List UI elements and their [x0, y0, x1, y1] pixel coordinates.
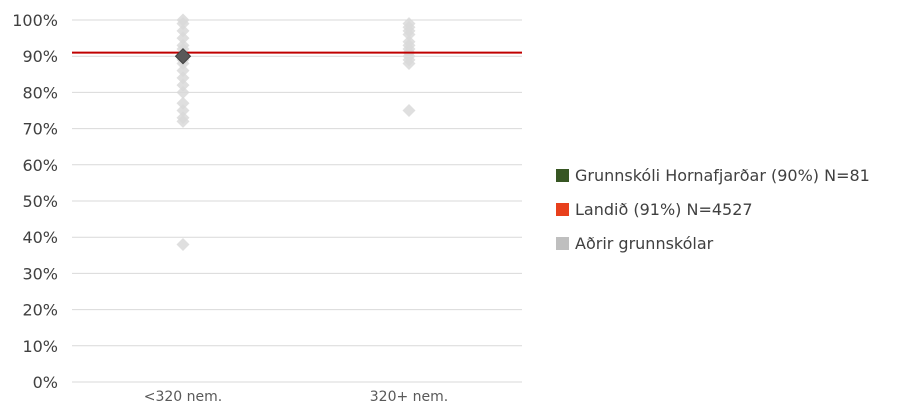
y-tick-label: 60% [22, 156, 58, 175]
y-tick-label: 70% [22, 120, 58, 139]
legend-item-school: Grunnskóli Hornafjarðar (90%) N=81 [556, 162, 870, 188]
data-point-other-school [176, 71, 190, 85]
x-category-label: 320+ nem. [370, 389, 448, 405]
data-points [176, 13, 416, 251]
y-axis-tick-labels: 0% 10% 20% 30% 40% 50% 60% 70% 80% 90% 100% [12, 11, 58, 392]
y-tick-label: 90% [22, 47, 58, 66]
y-tick-label: 20% [22, 301, 58, 320]
legend-item-other-schools: Aðrir grunnskólar [556, 230, 870, 256]
x-axis-category-labels: <320 nem. 320+ nem. [144, 389, 448, 405]
data-point-other-school [176, 17, 190, 31]
data-point-other-school [176, 64, 190, 78]
legend-label-other-schools: Aðrir grunnskólar [575, 233, 714, 253]
data-point-other-school [176, 96, 190, 110]
data-point-other-school [176, 24, 190, 38]
y-tick-label: 0% [33, 373, 58, 392]
y-tick-label: 10% [22, 337, 58, 356]
y-tick-label: 50% [22, 192, 58, 211]
y-tick-label: 100% [12, 11, 58, 30]
legend-label-school: Grunnskóli Hornafjarðar (90%) N=81 [575, 165, 870, 185]
data-point-other-school [176, 237, 190, 251]
highlight-point-group [174, 47, 192, 65]
data-point-other-school [176, 78, 190, 92]
data-point-other-school [402, 104, 416, 117]
gridlines [72, 19, 522, 383]
x-category-label: <320 nem. [144, 389, 222, 405]
legend-label-national: Landið (91%) N=4527 [575, 199, 753, 219]
data-point-other-school [176, 104, 190, 117]
data-point-other-school [176, 85, 190, 99]
data-point-other-school [176, 114, 190, 128]
legend-swatch-school [556, 168, 569, 182]
y-tick-label: 40% [22, 228, 58, 247]
y-tick-label: 30% [22, 264, 58, 283]
y-tick-label: 80% [22, 83, 58, 102]
data-point-school [174, 47, 192, 65]
data-point-other-school [402, 56, 416, 70]
legend-item-national: Landið (91%) N=4527 [556, 196, 870, 222]
legend-swatch-other-schools [556, 236, 569, 250]
legend: Grunnskóli Hornafjarðar (90%) N=81 Landi… [556, 162, 870, 264]
legend-swatch-national [556, 202, 569, 216]
data-point-other-school [176, 31, 190, 45]
data-point-other-school [402, 27, 416, 41]
